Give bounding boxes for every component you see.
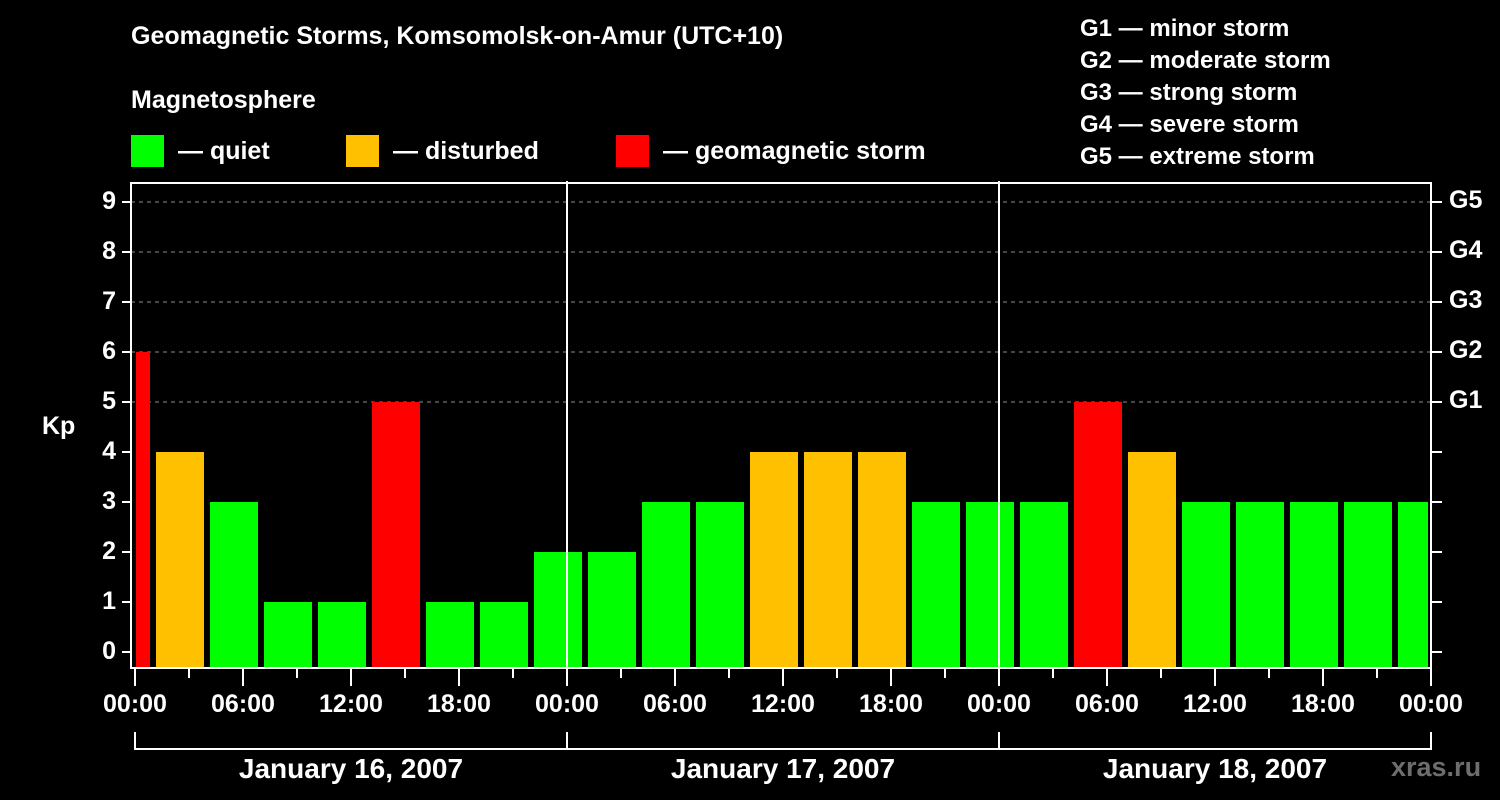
day-label: January 16, 2007 (238, 753, 464, 784)
kp-bar (136, 352, 150, 668)
legend-item-storm: — geomagnetic storm (616, 134, 926, 168)
kp-bar (210, 502, 258, 668)
y-tick-label: 7 (102, 287, 116, 315)
day-label: January 18, 2007 (1102, 753, 1328, 784)
y-tick-label: 1 (102, 587, 116, 615)
kp-bar (1182, 502, 1230, 668)
x-tick-label: 18:00 (859, 690, 923, 718)
y-tick-label: 4 (102, 437, 116, 465)
kp-bar (534, 552, 582, 668)
kp-bar (1074, 402, 1122, 668)
kp-bar (1128, 452, 1176, 668)
y-tick-label: 2 (102, 537, 116, 565)
y-tick-label: 8 (102, 237, 116, 265)
legend-label: — quiet (178, 136, 270, 165)
legend-item-quiet: — quiet (131, 134, 270, 168)
storm-swatch-icon (616, 135, 649, 167)
x-tick-label: 00:00 (535, 690, 599, 718)
x-tick-label: 12:00 (751, 690, 815, 718)
x-tick-label: 00:00 (1399, 690, 1463, 718)
chart-subtitle: Magnetosphere (131, 86, 316, 114)
x-tick-label: 00:00 (967, 690, 1031, 718)
y-tick-label: 5 (102, 387, 116, 415)
kp-bar (696, 502, 744, 668)
legend-label: — disturbed (393, 136, 539, 165)
g-scale-tick-label: G4 (1449, 236, 1483, 264)
kp-bar (912, 502, 960, 668)
kp-bar (966, 502, 1014, 668)
x-tick-label: 06:00 (1075, 690, 1139, 718)
kp-bar (1398, 502, 1428, 668)
legend-item-disturbed: — disturbed (346, 134, 539, 168)
kp-bar (804, 452, 852, 668)
x-tick-label: 12:00 (1183, 690, 1247, 718)
y-tick-label: 3 (102, 487, 116, 515)
y-tick-label: 6 (102, 337, 116, 365)
kp-bar (750, 452, 798, 668)
kp-bar (426, 602, 474, 668)
x-tick-label: 06:00 (211, 690, 275, 718)
kp-bar (588, 552, 636, 668)
y-tick-label: 0 (102, 637, 116, 665)
watermark: xras.ru (1391, 752, 1482, 782)
plot-frame (130, 182, 1432, 669)
g-scale-tick-label: G1 (1449, 386, 1483, 414)
kp-bar (1236, 502, 1284, 668)
quiet-swatch-icon (131, 135, 164, 167)
x-tick-label: 18:00 (1291, 690, 1355, 718)
g-scale-item: G1 — minor storm (1080, 15, 1290, 42)
kp-bar (1344, 502, 1392, 668)
g-scale-tick-label: G2 (1449, 336, 1483, 364)
kp-bar (858, 452, 906, 668)
x-tick-label: 06:00 (643, 690, 707, 718)
x-tick-label: 12:00 (319, 690, 383, 718)
disturbed-swatch-icon (346, 135, 379, 167)
g-scale-legend: G1 — minor storm G2 — moderate storm G3 … (1080, 13, 1331, 173)
x-tick-label: 00:00 (103, 690, 167, 718)
g-scale-tick-label: G3 (1449, 286, 1483, 314)
g-scale-item: G2 — moderate storm (1080, 47, 1331, 74)
chart-title: Geomagnetic Storms, Komsomolsk-on-Amur (… (131, 22, 784, 50)
kp-bar (1020, 502, 1068, 668)
kp-bar (480, 602, 528, 668)
y-tick-label: 9 (102, 187, 116, 215)
kp-bar (156, 452, 204, 668)
day-label: January 17, 2007 (670, 753, 896, 784)
x-tick-label: 18:00 (427, 690, 491, 718)
y-axis-label: Kp (42, 412, 76, 440)
g-scale-item: G3 — strong storm (1080, 79, 1298, 106)
g-scale-item: G4 — severe storm (1080, 111, 1299, 138)
g-scale-item: G5 — extreme storm (1080, 143, 1315, 170)
day-bracket (134, 732, 1432, 750)
kp-bar (318, 602, 366, 668)
legend-label: — geomagnetic storm (663, 136, 926, 165)
kp-bar (642, 502, 690, 668)
kp-bar (1290, 502, 1338, 668)
kp-bar (264, 602, 312, 668)
g-scale-tick-label: G5 (1449, 186, 1483, 214)
kp-bar (372, 402, 420, 668)
